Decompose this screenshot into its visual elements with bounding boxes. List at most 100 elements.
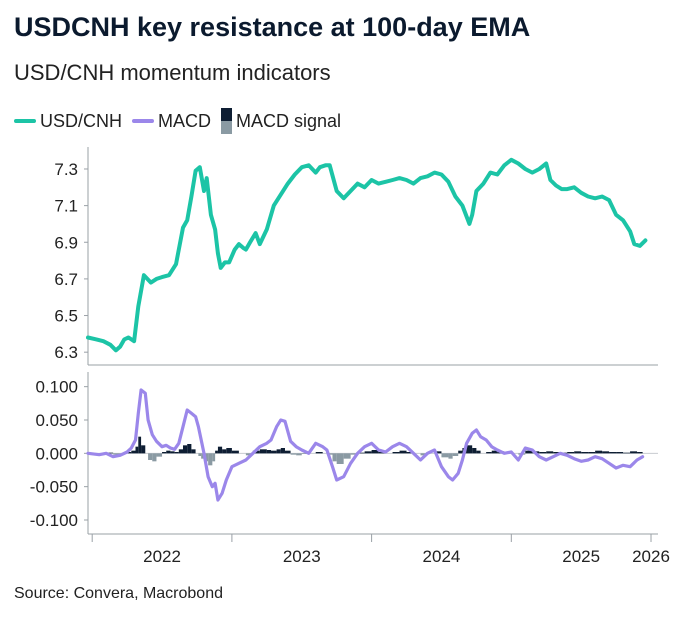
macd-signal-bar	[215, 450, 218, 454]
top-y-tick-label: 6.5	[54, 307, 78, 326]
macd-signal-bar	[371, 450, 379, 454]
macd-signal-bar	[156, 453, 163, 457]
macd-signal-bar	[637, 452, 643, 454]
macd-signal-bar	[201, 453, 204, 459]
legend-swatch-macd-signal	[221, 108, 233, 134]
macd-signal-bar	[152, 453, 157, 462]
macd-signal-bar	[486, 452, 492, 454]
legend: USD/CNH MACD MACD signal	[14, 107, 351, 135]
macd-signal-bar	[332, 453, 337, 462]
macd-signal-bar	[546, 451, 554, 454]
bottom-y-tick-label: 0.050	[35, 411, 78, 430]
macd-signal-bar	[187, 444, 192, 454]
macd-signal-bar	[280, 448, 285, 454]
bottom-y-tick-label: 0.000	[35, 444, 78, 463]
legend-item-macd: MACD	[132, 111, 211, 132]
macd-signal-bar	[357, 452, 365, 454]
macd-signal-bar	[452, 453, 459, 456]
legend-item-usdcnh: USD/CNH	[14, 111, 122, 132]
macd-signal-bar	[581, 452, 589, 454]
bottom-y-tick-label: 0.100	[35, 378, 78, 397]
macd-signal-bar	[491, 450, 498, 454]
macd-signal-bar	[222, 449, 227, 454]
macd-signal-bar	[174, 452, 179, 454]
legend-swatch-usdcnh	[14, 119, 36, 123]
source-note: Source: Convera, Macrobond	[14, 585, 223, 602]
macd-signal-bar	[476, 450, 481, 454]
macd-signal-bar	[183, 445, 188, 454]
x-tick-label: 2024	[423, 547, 461, 566]
macd-signal-bar	[178, 449, 183, 454]
top-y-tick-label: 7.3	[54, 160, 78, 179]
macd-signal-bar	[336, 453, 344, 464]
macd-signal-bar	[623, 452, 631, 454]
macd-signal-bar	[259, 449, 267, 454]
top-y-tick-label: 6.9	[54, 233, 78, 252]
top-y-tick-label: 6.7	[54, 270, 78, 289]
macd-signal-bar	[245, 453, 253, 456]
legend-item-macd-signal: MACD signal	[221, 108, 341, 134]
macd-signal-bar	[271, 450, 277, 454]
x-tick-label: 2022	[143, 547, 181, 566]
macd-signal-bar	[131, 450, 136, 454]
legend-swatch-macd	[132, 119, 155, 123]
x-tick-label: 2025	[562, 547, 600, 566]
macd-signal-bar	[364, 451, 372, 454]
macd-signal-bar	[602, 451, 610, 454]
macd-signal-bar	[217, 446, 223, 454]
macd-line	[86, 388, 645, 502]
macd-signal-bar	[392, 452, 400, 454]
top-y-tick-label: 7.1	[54, 197, 78, 216]
macd-signal-bar	[284, 450, 291, 454]
macd-signal-bar	[574, 451, 582, 454]
macd-signal-bar	[301, 453, 309, 454]
macd-signal-bar	[141, 445, 146, 454]
x-tick-label: 2026	[632, 547, 670, 566]
macd-signal-bar	[399, 450, 407, 454]
legend-label-macd-signal: MACD signal	[236, 110, 342, 131]
macd-signal-bar	[138, 436, 142, 454]
macd-signal-bar	[162, 452, 167, 454]
macd-signal-bar	[290, 453, 297, 455]
macd-signal-bar	[350, 453, 358, 455]
macd-signal-bar	[441, 453, 449, 458]
macd-signal-bar	[378, 452, 386, 454]
macd-signal-bar	[616, 452, 624, 454]
macd-signal-bar	[472, 448, 477, 454]
macd-signal-bar	[208, 453, 213, 466]
macd-signal-bar	[448, 453, 453, 459]
macd-signal-bar	[170, 451, 175, 454]
macd-signal-bar	[266, 450, 272, 454]
macd-signal-bar	[525, 450, 533, 454]
macd-signal-bar	[420, 453, 428, 456]
macd-signal-bar	[630, 451, 638, 454]
bottom-y-tick-label: -0.050	[30, 478, 78, 497]
macd-signal-bar	[135, 446, 139, 454]
macd-signal-bar	[127, 452, 132, 454]
macd-signal-bar	[296, 453, 302, 456]
macd-signal-bar	[595, 450, 603, 454]
usdcnh-line	[86, 157, 648, 353]
legend-label-usdcnh: USD/CNH	[40, 110, 123, 131]
legend-label-macd: MACD	[158, 110, 212, 131]
macd-signal-bar	[191, 449, 196, 454]
macd-signal-bar	[458, 450, 463, 454]
macd-signal-bar	[231, 450, 239, 454]
x-tick-label: 2023	[283, 547, 321, 566]
macd-signal-bar	[434, 451, 442, 454]
macd-signal-bar	[198, 453, 202, 456]
macd-signal-bar	[315, 452, 323, 454]
top-y-tick-label: 6.3	[54, 343, 78, 362]
macd-signal-bar	[166, 450, 171, 454]
macd-signal-bar	[226, 448, 232, 454]
macd-signal-bar	[553, 452, 561, 454]
macd-signal-bar	[567, 452, 575, 454]
macd-signal-bar	[212, 453, 216, 462]
bottom-y-tick-label: -0.100	[30, 511, 78, 530]
macd-signal-bar	[406, 452, 414, 454]
macd-signal-bar	[539, 452, 547, 454]
macd-signal-bar	[609, 452, 617, 454]
macd-signal-bar	[113, 453, 121, 455]
macd-signal-bar	[588, 452, 596, 454]
